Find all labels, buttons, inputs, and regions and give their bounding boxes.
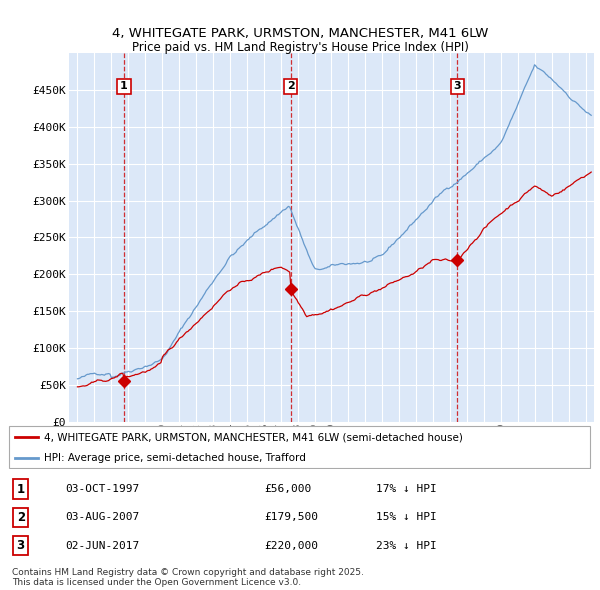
Text: 1: 1	[17, 483, 25, 496]
Text: Contains HM Land Registry data © Crown copyright and database right 2025.
This d: Contains HM Land Registry data © Crown c…	[12, 568, 364, 587]
Text: £179,500: £179,500	[265, 512, 319, 522]
Text: £56,000: £56,000	[265, 484, 312, 494]
Text: HPI: Average price, semi-detached house, Trafford: HPI: Average price, semi-detached house,…	[44, 453, 306, 463]
Text: £220,000: £220,000	[265, 540, 319, 550]
Text: 2: 2	[17, 511, 25, 524]
Text: 3: 3	[454, 81, 461, 91]
Text: 15% ↓ HPI: 15% ↓ HPI	[376, 512, 437, 522]
Text: 3: 3	[17, 539, 25, 552]
Text: 03-AUG-2007: 03-AUG-2007	[65, 512, 139, 522]
Text: 4, WHITEGATE PARK, URMSTON, MANCHESTER, M41 6LW: 4, WHITEGATE PARK, URMSTON, MANCHESTER, …	[112, 27, 488, 40]
FancyBboxPatch shape	[9, 426, 590, 468]
Text: Price paid vs. HM Land Registry's House Price Index (HPI): Price paid vs. HM Land Registry's House …	[131, 41, 469, 54]
Text: 03-OCT-1997: 03-OCT-1997	[65, 484, 139, 494]
Text: 1: 1	[120, 81, 128, 91]
Text: 02-JUN-2017: 02-JUN-2017	[65, 540, 139, 550]
Text: 17% ↓ HPI: 17% ↓ HPI	[376, 484, 437, 494]
Text: 23% ↓ HPI: 23% ↓ HPI	[376, 540, 437, 550]
Text: 4, WHITEGATE PARK, URMSTON, MANCHESTER, M41 6LW (semi-detached house): 4, WHITEGATE PARK, URMSTON, MANCHESTER, …	[44, 432, 463, 442]
Text: 2: 2	[287, 81, 295, 91]
